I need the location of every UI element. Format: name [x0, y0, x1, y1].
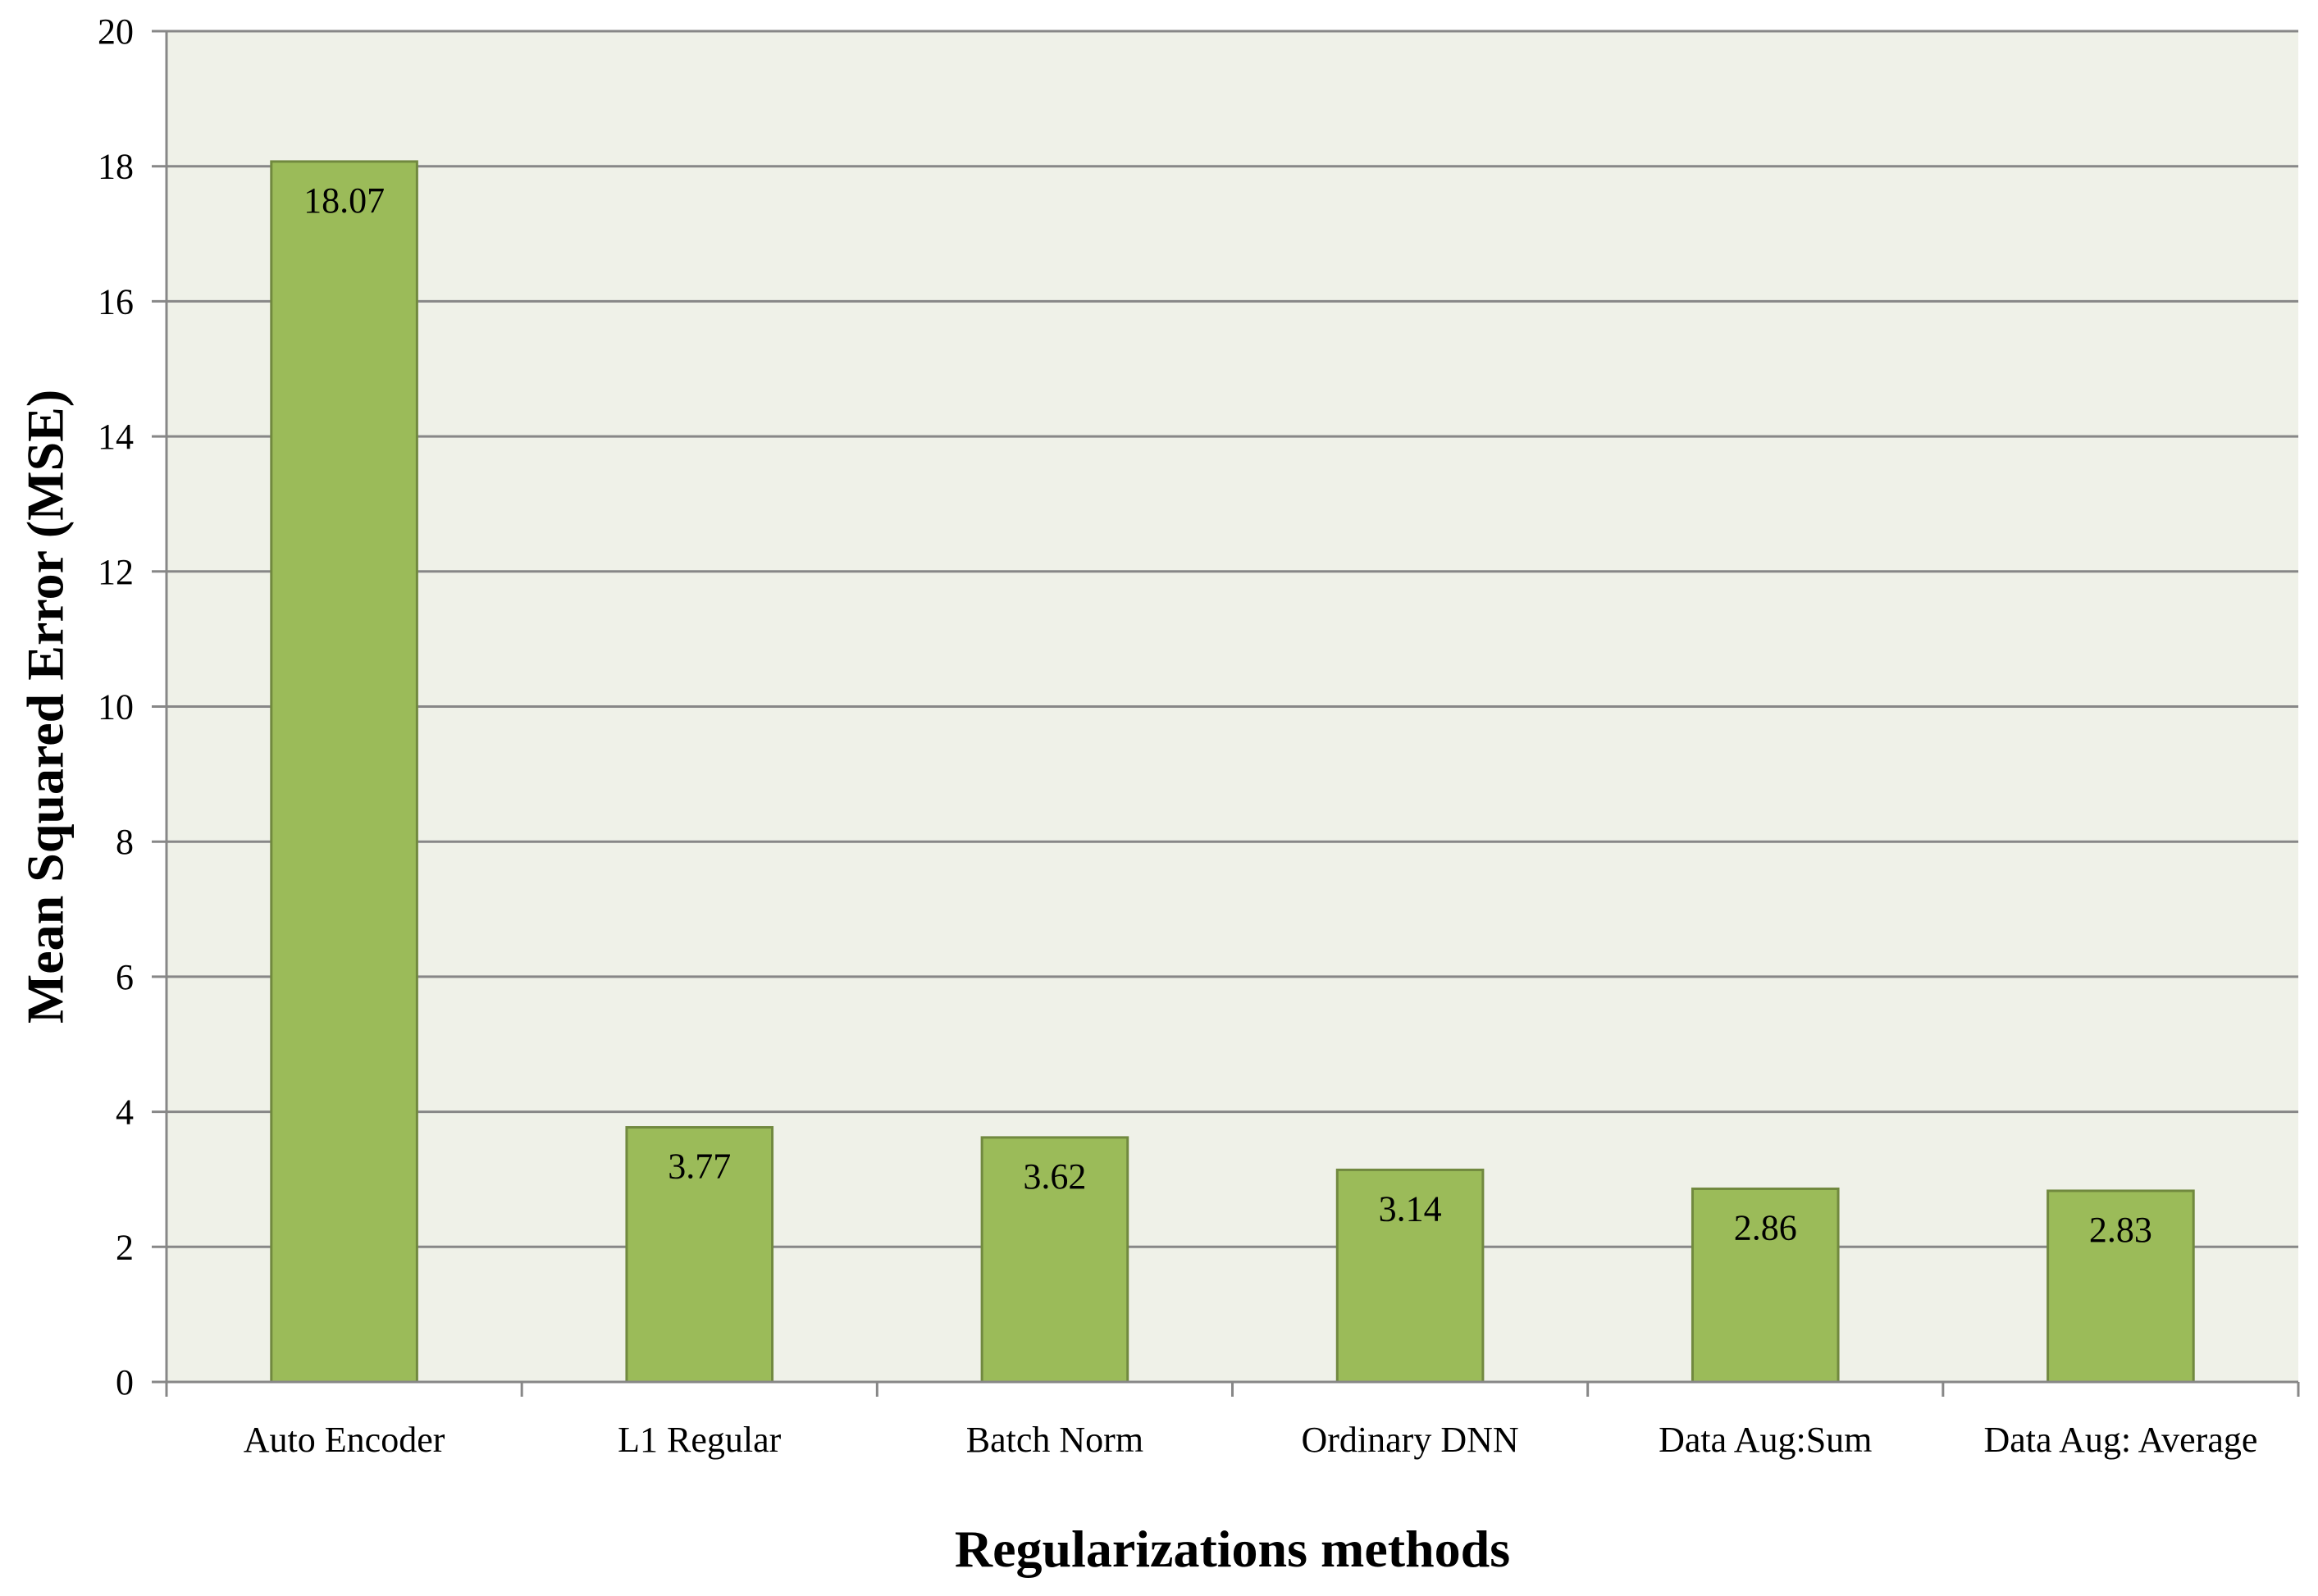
- y-tick-label: 14: [98, 417, 134, 457]
- y-axis-title: Mean Squared Error (MSE): [16, 390, 75, 1024]
- category-label-4: Data Aug:Sum: [1659, 1420, 1872, 1460]
- category-label-3: Ordinary DNN: [1301, 1420, 1518, 1460]
- y-tick-label: 10: [98, 687, 134, 727]
- category-label-0: Auto Encoder: [244, 1420, 445, 1460]
- y-tick-label: 20: [98, 11, 134, 52]
- y-tick-label: 18: [98, 147, 134, 187]
- y-tick-labels: 0 2 4 6 8 10 12 14 16 18 20: [98, 11, 134, 1402]
- data-label-2: 3.62: [1023, 1156, 1086, 1197]
- axes: [152, 30, 2300, 1397]
- y-tick-label: 2: [116, 1227, 134, 1267]
- bar-1: [625, 1126, 774, 1384]
- y-tick-label: 8: [116, 822, 134, 862]
- y-tick-label: 4: [116, 1092, 134, 1133]
- y-tick-label: 12: [98, 552, 134, 592]
- bar-0: [270, 160, 418, 1384]
- bar-2: [980, 1136, 1129, 1384]
- bar-4: [1691, 1187, 1840, 1384]
- category-label-1: L1 Regular: [618, 1420, 782, 1460]
- data-label-4: 2.86: [1734, 1207, 1797, 1247]
- data-label-5: 2.83: [2089, 1210, 2152, 1250]
- category-label-5: Data Aug: Average: [1983, 1420, 2257, 1460]
- data-label-3: 3.14: [1379, 1188, 1442, 1229]
- y-tick-label: 16: [98, 281, 134, 321]
- x-axis-title: Regularizations methods: [955, 1520, 1510, 1578]
- y-tick-label: 6: [116, 957, 134, 997]
- data-labels: 18.07 3.77 3.62 3.14 2.86 2.83: [303, 180, 2152, 1250]
- category-label-2: Batch Norm: [966, 1420, 1143, 1460]
- y-tick-label: 0: [116, 1362, 134, 1402]
- data-label-0: 18.07: [303, 180, 385, 221]
- data-label-1: 3.77: [668, 1147, 731, 1187]
- gridlines: [167, 30, 2298, 1248]
- x-category-labels: Auto Encoder L1 Regular Batch Norm Ordinary…: [244, 1420, 2258, 1460]
- bars: [270, 160, 2195, 1384]
